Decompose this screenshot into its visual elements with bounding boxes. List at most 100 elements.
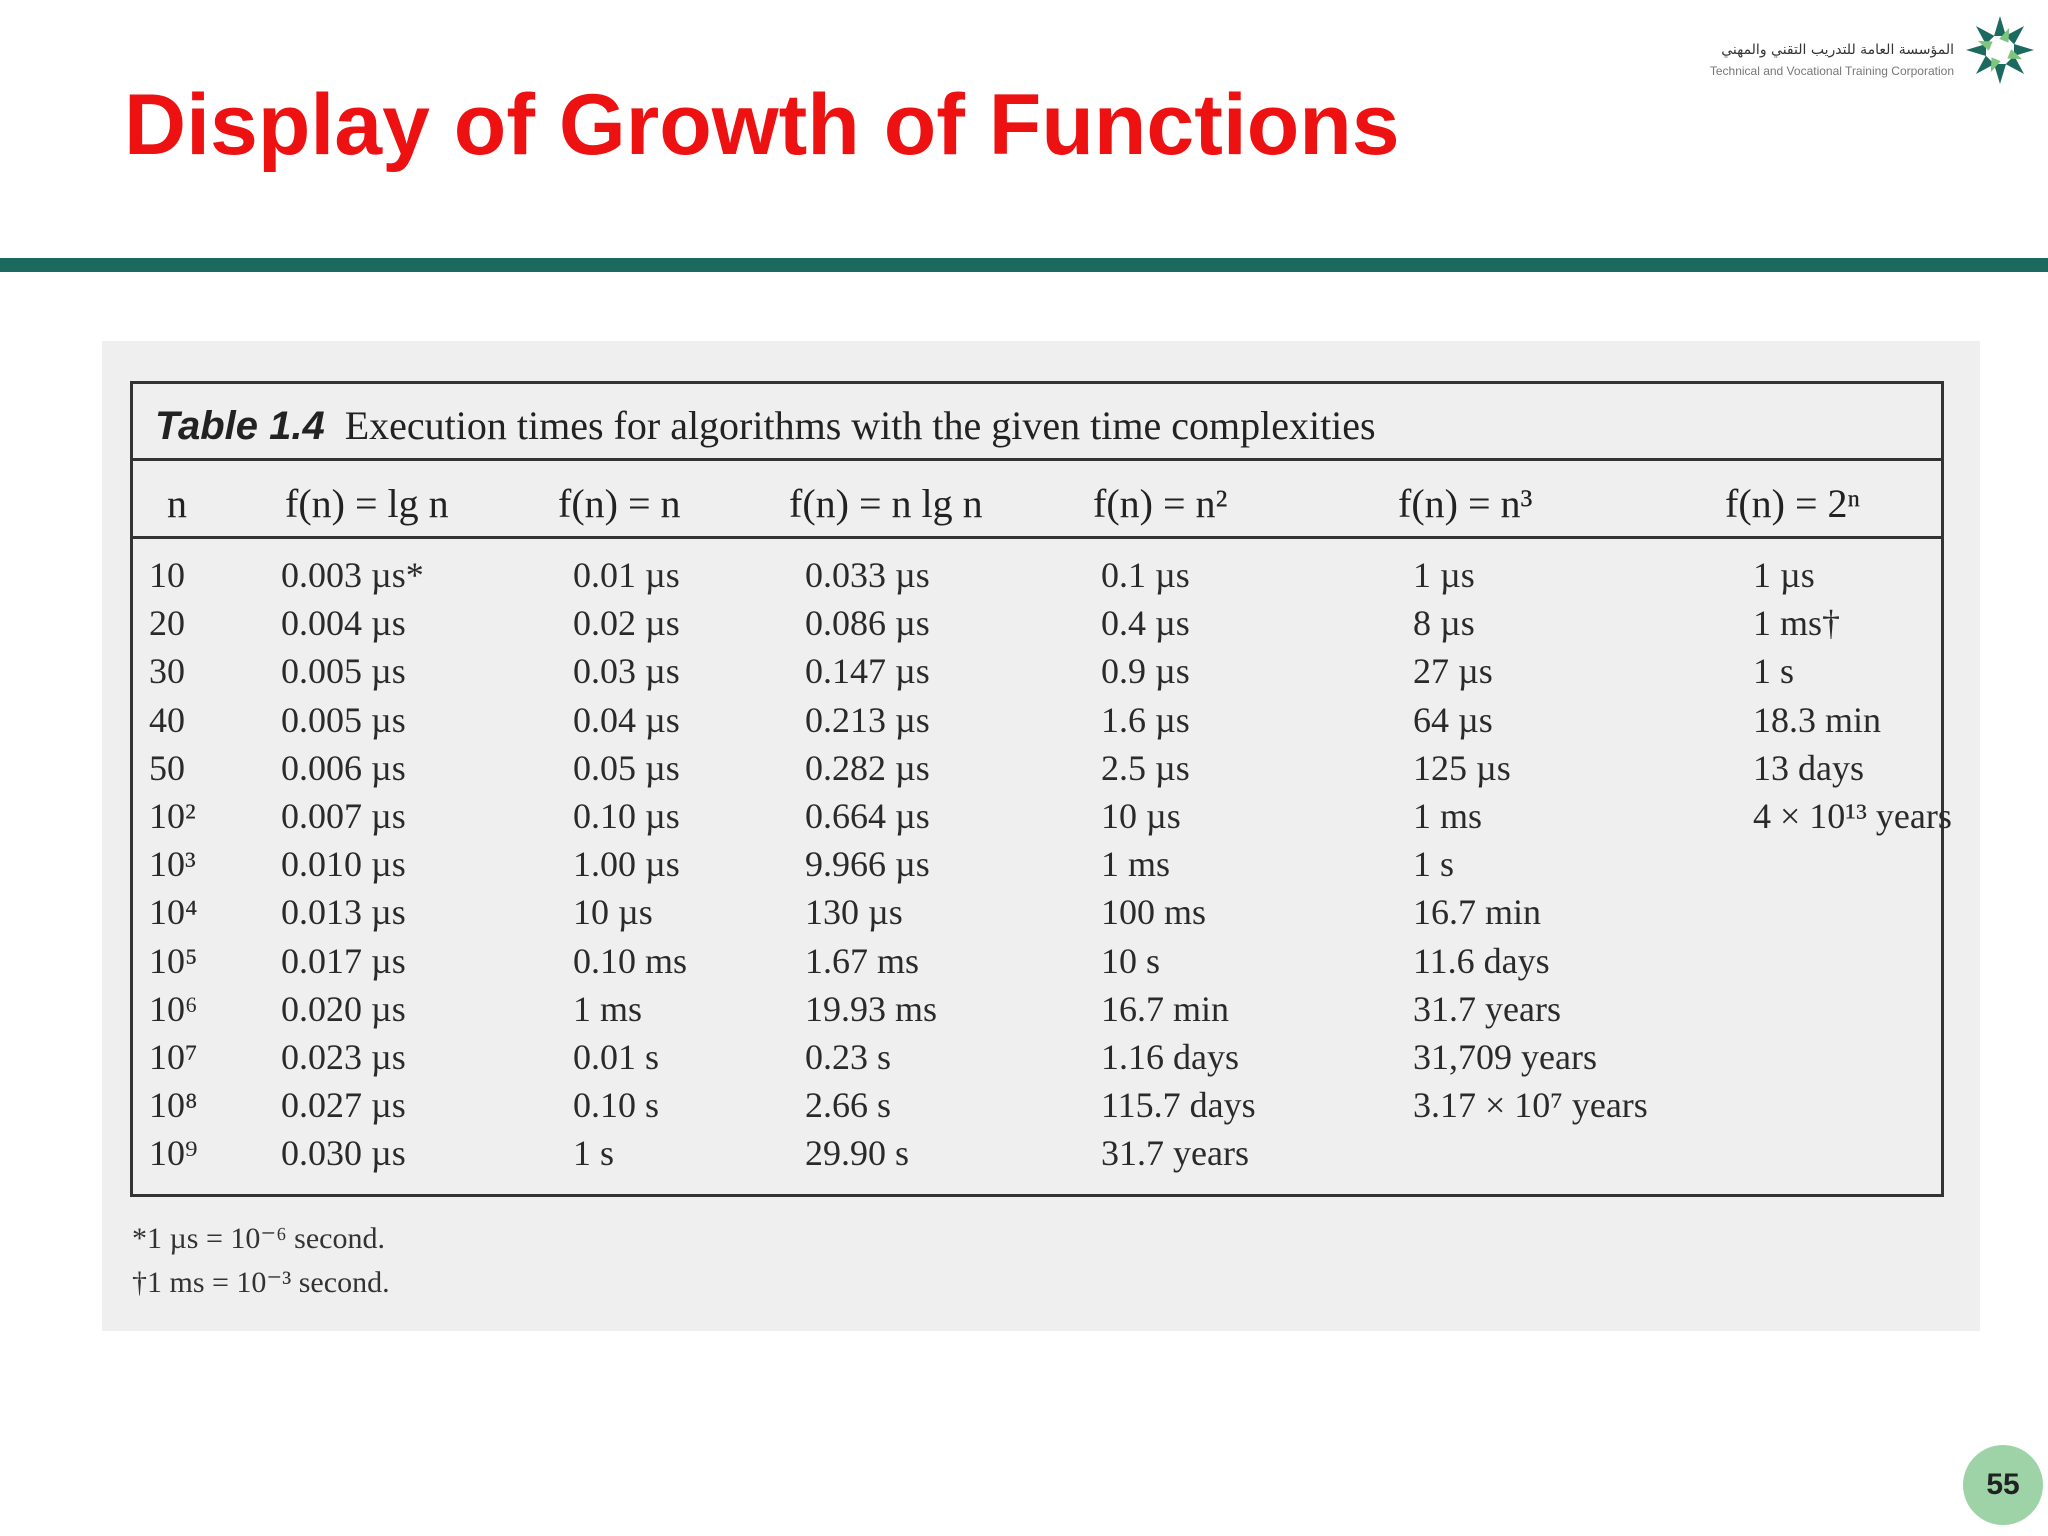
table-cell-n: 10 <box>149 555 185 595</box>
header-n-cubed: f(n) = n³ <box>1398 481 1533 526</box>
table-cell-n-lg-n: 0.086 µs <box>805 603 930 644</box>
table-cell-n-cubed: 11.6 days <box>1413 940 1550 981</box>
table-cell-n-cubed: 31,709 years <box>1413 1037 1597 1077</box>
table-cell-lg-n: 0.005 µs <box>281 699 406 740</box>
table-cell-n: 50 <box>149 747 185 788</box>
table-cell-lg-n: 0.004 µs <box>281 603 406 644</box>
page-number: 55 <box>1963 1445 2043 1525</box>
table-caption: Table 1.4 Execution times for algorithms … <box>155 402 1376 449</box>
table-cell-n-lg-n: 0.033 µs <box>805 555 930 595</box>
table-cell-2-pow-n: 13 days <box>1753 747 1864 788</box>
table-cell-n-squared: 0.4 µs <box>1101 603 1190 644</box>
table-cell-n-squared: 2.5 µs <box>1101 747 1190 788</box>
table-cell-n-cubed: 64 µs <box>1413 699 1493 740</box>
header-lg-n: f(n) = lg n <box>285 481 449 526</box>
table-label: Table 1.4 <box>155 404 325 448</box>
logo-arabic-text: المؤسسة العامة للتدريب التقني والمهني <box>1721 42 1954 58</box>
table-cell-n-linear: 10 µs <box>573 892 653 933</box>
table-cell-n-squared: 1.6 µs <box>1101 699 1190 740</box>
table-cell-2-pow-n: 1 ms† <box>1753 603 1841 644</box>
table-cell-n-lg-n: 1.67 ms <box>805 940 920 981</box>
table-cell-n-linear: 1 s <box>573 1133 615 1174</box>
table-cell-lg-n: 0.003 µs* <box>281 555 424 595</box>
table-cell-lg-n: 0.030 µs <box>281 1133 406 1174</box>
table-cell-n-squared: 1 ms <box>1101 844 1171 885</box>
table-cell-n-lg-n: 2.66 s <box>805 1085 892 1126</box>
table-cell-n-cubed: 1 s <box>1413 844 1455 885</box>
table-cell-n-cubed: 27 µs <box>1413 651 1493 692</box>
logo-emblem-icon <box>1966 16 2034 84</box>
table-cell-n-lg-n: 9.966 µs <box>805 844 930 885</box>
table-cell-n-lg-n: 19.93 ms <box>805 988 938 1029</box>
table-image: Table 1.4 Execution times for algorithms … <box>102 341 1980 1331</box>
table-cell-n: 20 <box>149 603 185 644</box>
execution-times-table: Table 1.4 Execution times for algorithms … <box>130 381 1952 1197</box>
logo-english-text: Technical and Vocational Training Corpor… <box>1709 64 1954 78</box>
table-cell-n-squared: 10 µs <box>1101 796 1181 836</box>
table-cell-n-lg-n: 0.23 s <box>805 1037 892 1077</box>
table-cell-n-lg-n: 29.90 s <box>805 1133 910 1174</box>
footnote-millisecond: †1 ms = 10⁻³ second. <box>132 1266 390 1299</box>
table-cell-n-linear: 0.04 µs <box>573 699 680 740</box>
table-cell-lg-n: 0.013 µs <box>281 892 406 933</box>
table-cell-lg-n: 0.017 µs <box>281 940 406 981</box>
table-cell-n-linear: 0.10 µs <box>573 796 680 836</box>
table-cell-n-cubed: 3.17 × 10⁷ years <box>1413 1085 1648 1126</box>
header-n-squared: f(n) = n² <box>1093 481 1228 526</box>
table-cell-n-lg-n: 0.664 µs <box>805 796 930 836</box>
table-cell-n-squared: 10 s <box>1101 940 1161 981</box>
table-cell-n: 10⁶ <box>149 988 198 1029</box>
table-cell-n-lg-n: 0.147 µs <box>805 651 930 692</box>
page-title: Display of Growth of Functions <box>124 77 1400 173</box>
table-cell-n-linear: 0.01 s <box>573 1037 660 1077</box>
table-cell-2-pow-n: 4 × 10¹³ years <box>1753 796 1952 836</box>
footnote-microsecond: *1 µs = 10⁻⁶ second. <box>132 1222 385 1255</box>
header-n-linear: f(n) = n <box>558 481 681 526</box>
table-cell-2-pow-n: 1 s <box>1753 651 1795 692</box>
table-cell-n-cubed: 16.7 min <box>1413 892 1542 933</box>
table-cell-n-squared: 0.1 µs <box>1101 555 1190 595</box>
table-cell-n: 10² <box>149 796 196 836</box>
table-cell-n-linear: 0.05 µs <box>573 747 680 788</box>
table-cell-n-squared: 31.7 years <box>1101 1133 1249 1174</box>
header-n-lg-n: f(n) = n lg n <box>789 481 983 526</box>
table-cell-2-pow-n: 1 µs <box>1753 555 1815 595</box>
table-cell-n: 10⁴ <box>149 892 198 933</box>
table-cell-n-cubed: 8 µs <box>1413 603 1475 644</box>
table-cell-n: 10⁷ <box>149 1037 198 1077</box>
table-cell-n-linear: 1.00 µs <box>573 844 680 885</box>
table-cell-lg-n: 0.020 µs <box>281 988 406 1029</box>
table-cell-n-squared: 100 ms <box>1101 892 1207 933</box>
header-n: n <box>167 481 187 526</box>
table-cell-n-linear: 1 ms <box>573 988 643 1029</box>
table-cell-lg-n: 0.010 µs <box>281 844 406 885</box>
table-rule-header <box>133 536 1941 539</box>
tvtc-logo: المؤسسة العامة للتدريب التقني والمهني Te… <box>1710 8 2040 94</box>
table-cell-n: 10³ <box>149 844 196 885</box>
header-2-pow-n: f(n) = 2ⁿ <box>1725 481 1861 526</box>
table-cell-n-cubed: 1 ms <box>1413 796 1483 836</box>
table-cell-lg-n: 0.005 µs <box>281 651 406 692</box>
table-caption-text: Execution times for algorithms with the … <box>344 403 1376 448</box>
table-cell-n: 30 <box>149 651 185 692</box>
table-cell-n-linear: 0.02 µs <box>573 603 680 644</box>
table-cell-n-squared: 0.9 µs <box>1101 651 1190 692</box>
table-cell-lg-n: 0.007 µs <box>281 796 406 836</box>
table-cell-n-cubed: 125 µs <box>1413 747 1511 788</box>
table-cell-n-lg-n: 0.282 µs <box>805 747 930 788</box>
table-cell-n-linear: 0.01 µs <box>573 555 680 595</box>
table-cell-lg-n: 0.027 µs <box>281 1085 406 1126</box>
table-cell-n-squared: 16.7 min <box>1101 988 1230 1029</box>
table-cell-n-lg-n: 0.213 µs <box>805 699 930 740</box>
table-cell-n-squared: 1.16 days <box>1101 1037 1239 1077</box>
table-cell-2-pow-n: 18.3 min <box>1753 699 1882 740</box>
table-cell-n: 10⁹ <box>149 1133 198 1174</box>
table-cell-n: 10⁵ <box>149 940 198 981</box>
table-cell-lg-n: 0.023 µs <box>281 1037 406 1077</box>
table-cell-n-linear: 0.03 µs <box>573 651 680 692</box>
table-rule-top <box>133 458 1941 461</box>
table-cell-n: 10⁸ <box>149 1085 198 1126</box>
table-cell-lg-n: 0.006 µs <box>281 747 406 788</box>
table-cell-n-linear: 0.10 s <box>573 1085 660 1126</box>
header-divider <box>0 258 2048 272</box>
